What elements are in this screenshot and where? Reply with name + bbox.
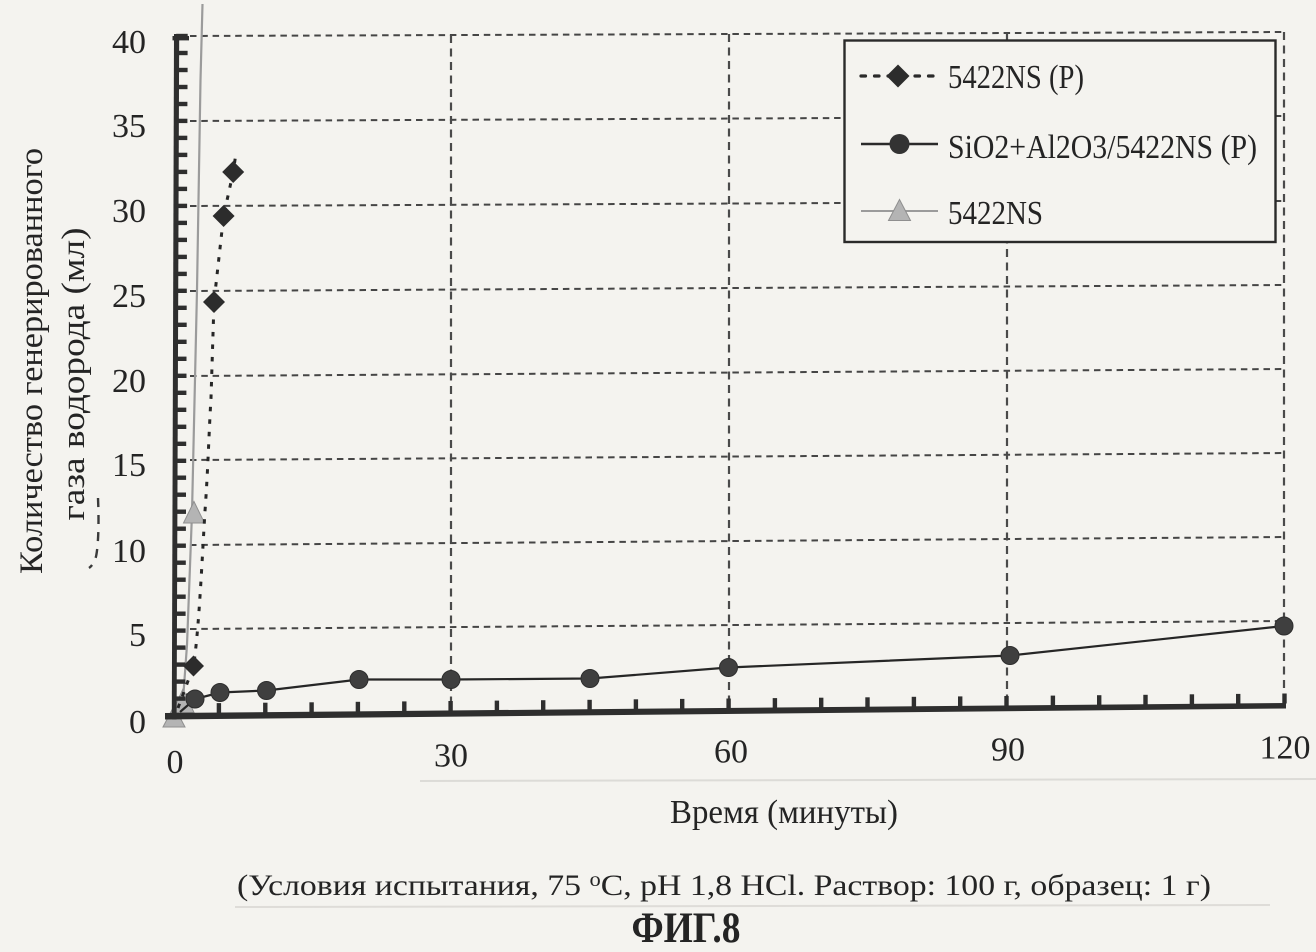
svg-text:30: 30: [112, 193, 146, 230]
svg-text:35: 35: [112, 108, 146, 145]
svg-text:ФИГ.8: ФИГ.8: [632, 905, 741, 952]
svg-text:5: 5: [129, 617, 146, 654]
svg-text:0: 0: [129, 704, 146, 741]
svg-text:20: 20: [112, 363, 146, 400]
svg-text:60: 60: [714, 734, 748, 771]
svg-text:15: 15: [112, 447, 146, 484]
svg-text:25: 25: [112, 278, 146, 315]
svg-text:10: 10: [112, 533, 146, 570]
svg-text:40: 40: [112, 24, 146, 61]
svg-text:120: 120: [1260, 730, 1311, 767]
svg-text:газа водорода (мл): газа водорода (мл): [56, 228, 92, 521]
svg-text:5422NS (P): 5422NS (P): [948, 59, 1084, 96]
svg-text:(Условия испытания, 75 оС, рН: (Условия испытания, 75 оС, рН 1,8 НСl. Р…: [237, 869, 1211, 902]
svg-text:Количество генерированного: Количество генерированного: [14, 148, 50, 574]
svg-text:Время (минуты): Время (минуты): [670, 794, 898, 831]
svg-text:30: 30: [434, 738, 468, 775]
svg-text:5422NS: 5422NS: [948, 195, 1043, 232]
svg-text:SiO2+Al2O3/5422NS (P): SiO2+Al2O3/5422NS (P): [948, 129, 1257, 166]
svg-text:0: 0: [167, 744, 184, 781]
svg-text:90: 90: [991, 732, 1025, 769]
